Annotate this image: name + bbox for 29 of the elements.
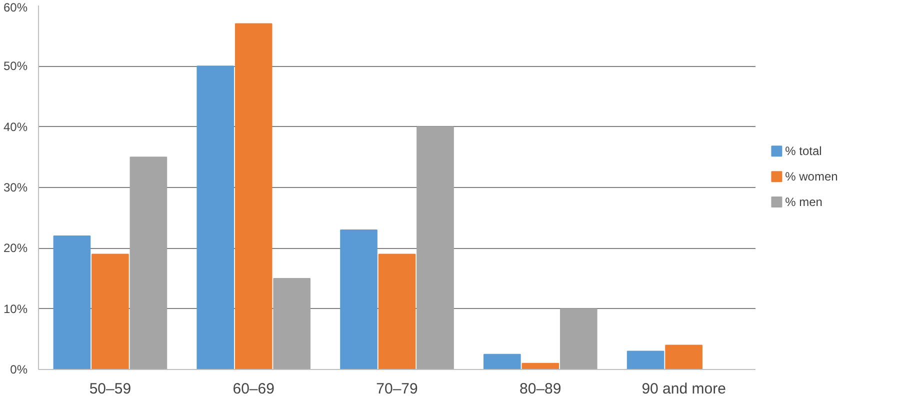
- x-tick-label: 60–69: [232, 380, 274, 398]
- legend-label: % men: [785, 195, 822, 210]
- x-tick-label: 90 and more: [642, 380, 726, 398]
- y-tick-label: 10%: [3, 302, 28, 316]
- bar: [560, 308, 598, 370]
- bar: [378, 254, 416, 370]
- bar: [53, 236, 91, 370]
- bar: [416, 126, 454, 370]
- bar: [340, 229, 378, 370]
- y-tick-label: 30%: [3, 180, 28, 194]
- bar: [234, 23, 272, 370]
- x-tick-label: 50–59: [89, 380, 132, 398]
- bar: [626, 350, 664, 370]
- bar: [665, 344, 702, 370]
- x-tick-label: 80–89: [520, 380, 562, 398]
- y-tick-label: 50%: [3, 59, 28, 74]
- y-tick-label: 20%: [3, 241, 28, 256]
- bar: [483, 354, 521, 370]
- x-tick-label: 70–79: [376, 380, 418, 398]
- bar: [130, 156, 168, 370]
- y-tick-label: 40%: [3, 120, 28, 134]
- bar: [522, 362, 560, 370]
- bar: [92, 254, 129, 370]
- y-tick-label: 0%: [10, 362, 28, 376]
- y-tick-label: 60%: [3, 0, 28, 14]
- legend-label: % women: [785, 170, 838, 184]
- bar: [273, 278, 311, 370]
- bar: [196, 66, 234, 370]
- legend-label: % total: [785, 144, 822, 158]
